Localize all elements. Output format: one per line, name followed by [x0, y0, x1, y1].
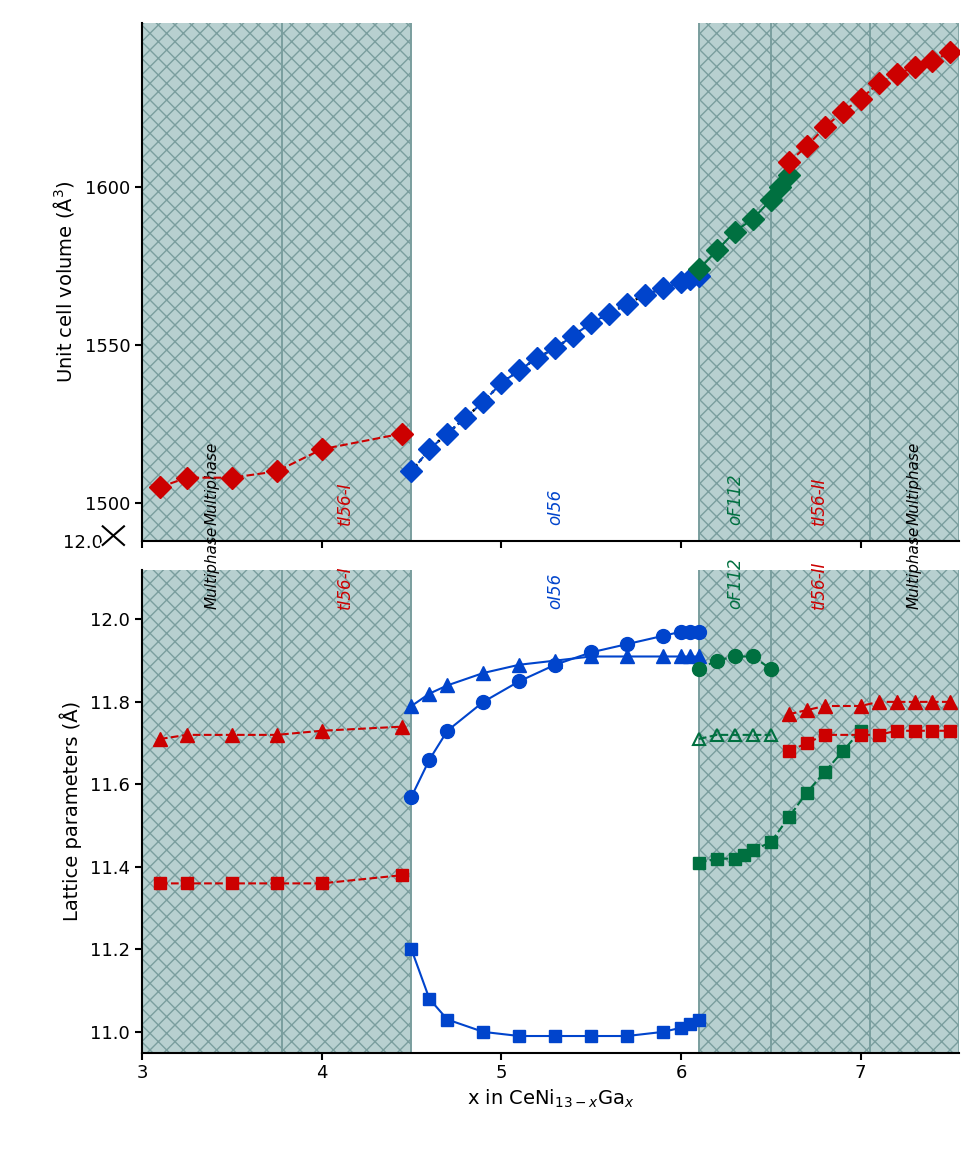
- Bar: [698, 570, 770, 1053]
- Bar: [770, 23, 868, 541]
- Text: Multiphase: Multiphase: [204, 526, 219, 609]
- Bar: [142, 570, 282, 1053]
- Text: Multiphase: Multiphase: [906, 526, 921, 609]
- Text: tI56-II: tI56-II: [810, 561, 827, 609]
- Text: Multiphase: Multiphase: [204, 442, 219, 525]
- Bar: [282, 570, 411, 1053]
- Bar: [142, 23, 282, 541]
- Text: oF112: oF112: [725, 473, 743, 525]
- X-axis label: x in CeNi$_{13-x}$Ga$_x$: x in CeNi$_{13-x}$Ga$_x$: [467, 1087, 634, 1111]
- Y-axis label: Lattice parameters (Å): Lattice parameters (Å): [60, 701, 82, 921]
- Bar: [142, 570, 282, 1053]
- Text: Multiphase: Multiphase: [906, 442, 921, 525]
- Text: 12.0: 12.0: [63, 534, 103, 552]
- Bar: [868, 23, 958, 541]
- Text: oI56: oI56: [546, 573, 563, 609]
- Bar: [282, 23, 411, 541]
- Bar: [770, 570, 868, 1053]
- Bar: [698, 23, 770, 541]
- Text: tI56-I: tI56-I: [335, 565, 354, 609]
- Bar: [770, 23, 868, 541]
- Text: tI56-II: tI56-II: [810, 477, 827, 525]
- Bar: [698, 570, 770, 1053]
- Bar: [282, 570, 411, 1053]
- Bar: [282, 23, 411, 541]
- Bar: [868, 570, 958, 1053]
- Bar: [142, 23, 282, 541]
- Bar: [868, 23, 958, 541]
- Bar: [770, 570, 868, 1053]
- Text: tI56-I: tI56-I: [335, 481, 354, 525]
- Y-axis label: Unit cell volume (Å$^3$): Unit cell volume (Å$^3$): [51, 180, 76, 384]
- Text: oF112: oF112: [725, 557, 743, 609]
- Bar: [868, 570, 958, 1053]
- Bar: [698, 23, 770, 541]
- Text: oI56: oI56: [546, 488, 563, 525]
